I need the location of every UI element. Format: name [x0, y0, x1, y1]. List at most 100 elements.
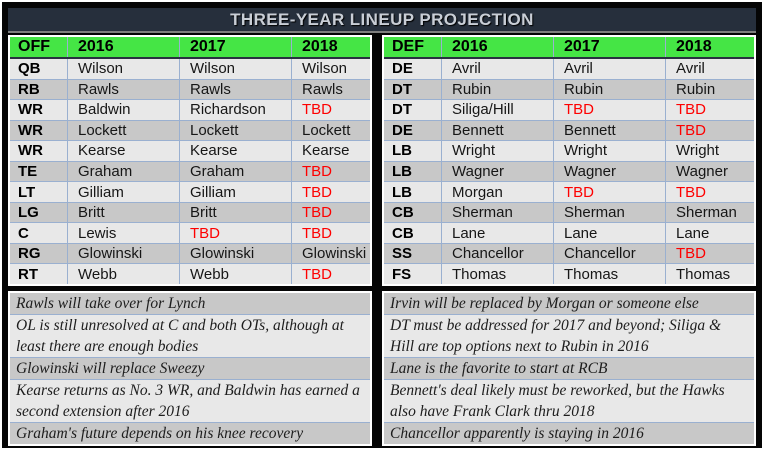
player-cell: TBD	[291, 182, 370, 202]
offense-row-c-8: C Lewis TBD TBD	[10, 222, 370, 243]
player-cell: Wright	[553, 141, 665, 161]
defense-row-ss-9: SS Chancellor Chancellor TBD	[384, 242, 754, 264]
player-cell: Sherman	[553, 202, 665, 223]
player-cell: TBD	[665, 120, 754, 141]
defense-table: DEF 2016 2017 2018 DE Avril Avril Avril DT Rubin…	[382, 35, 756, 286]
defense-note-5: Chancellor apparently is staying in 2016	[384, 422, 754, 444]
player-cell: TBD	[553, 182, 665, 202]
offense-header-off: OFF	[18, 38, 50, 55]
defense-row-dt-1: DT Rubin Rubin Rubin	[384, 78, 754, 100]
defense-row-cb-8: CB Lane Lane Lane	[384, 222, 754, 243]
position-cell: RG	[18, 245, 41, 263]
position-cell: FS	[392, 265, 412, 283]
player-cell: TBD	[665, 243, 754, 264]
defense-row-lb-4: LB Wright Wright Wright	[384, 140, 754, 161]
player-cell: Avril	[553, 59, 665, 79]
offense-header-2017: 2017	[179, 37, 291, 57]
position-cell: LT	[18, 183, 36, 201]
player-cell: TBD	[291, 223, 370, 243]
defense-row-de-0: DE Avril Avril Avril	[384, 59, 754, 79]
player-cell: Sherman	[665, 202, 754, 223]
player-cell: TBD	[291, 161, 370, 182]
player-cell: Glowinski	[179, 243, 291, 264]
position-cell: LB	[392, 163, 412, 180]
player-cell: Lockett	[179, 120, 291, 141]
defense-header-2017: 2017	[553, 37, 665, 57]
player-cell: Lockett	[291, 120, 370, 141]
player-cell: Britt	[179, 202, 291, 223]
player-cell: Wagner	[665, 161, 754, 182]
defense-note-4: Bennett's deal likely must be reworked, …	[384, 379, 754, 422]
position-cell: LG	[18, 204, 39, 222]
offense-row-rb-1: RB Rawls Rawls Rawls	[10, 78, 370, 100]
player-cell: Chancellor	[441, 243, 553, 264]
defense-row-de-3: DE Bennett Bennett TBD	[384, 119, 754, 141]
player-cell: Wilson	[67, 59, 179, 79]
player-cell: Wilson	[291, 59, 370, 79]
player-cell: Avril	[665, 59, 754, 79]
position-cell: TE	[18, 163, 38, 180]
player-cell: Wright	[441, 141, 553, 161]
defense-note-3: Lane is the favorite to start at RCB	[384, 357, 754, 379]
position-cell: WR	[18, 142, 43, 160]
player-cell: Thomas	[665, 264, 754, 284]
defense-row-fs-10: FS Thomas Thomas Thomas	[384, 263, 754, 284]
player-cell: TBD	[179, 223, 291, 243]
player-cell: Gilliam	[67, 182, 179, 202]
position-cell: CB	[392, 204, 414, 222]
defense-row-dt-2: DT Siliga/Hill TBD TBD	[384, 99, 754, 120]
offense-row-wr-4: WR Kearse Kearse Kearse	[10, 140, 370, 161]
page-title: THREE-YEAR LINEUP PROJECTION	[230, 9, 534, 29]
player-cell: Rawls	[291, 79, 370, 100]
player-cell: Morgan	[441, 182, 553, 202]
position-cell: DT	[392, 80, 412, 98]
player-cell: Rubin	[553, 79, 665, 100]
player-cell: Webb	[179, 264, 291, 284]
player-cell: Wright	[665, 141, 754, 161]
player-cell: Rawls	[179, 79, 291, 100]
offense-row-rg-9: RG Glowinski Glowinski Glowinski	[10, 242, 370, 264]
offense-row-lg-7: LG Britt Britt TBD	[10, 201, 370, 223]
player-cell: Rawls	[67, 79, 179, 100]
offense-row-lt-6: LT Gilliam Gilliam TBD	[10, 181, 370, 202]
position-cell: LB	[392, 142, 412, 160]
defense-note-1: Irvin will be replaced by Morgan or some…	[384, 293, 754, 314]
position-cell: WR	[18, 101, 43, 119]
player-cell: Gilliam	[179, 182, 291, 202]
offense-row-wr-3: WR Lockett Lockett Lockett	[10, 119, 370, 141]
title-bar: THREE-YEAR LINEUP PROJECTION	[8, 8, 756, 33]
player-cell: TBD	[291, 100, 370, 120]
position-cell: SS	[392, 245, 413, 263]
player-cell: Siliga/Hill	[441, 100, 553, 120]
offense-note-4: Kearse returns as No. 3 WR, and Baldwin …	[10, 379, 370, 422]
player-cell: Bennett	[441, 120, 553, 141]
player-cell: TBD	[553, 100, 665, 120]
position-cell: LB	[392, 183, 412, 201]
roster-tables-row: OFF 2016 2017 2018 QB Wilson Wilson Wilson RB Ra…	[8, 35, 756, 286]
offense-row-te-5: TE Graham Graham TBD	[10, 160, 370, 182]
player-cell: Rubin	[441, 79, 553, 100]
player-cell: Kearse	[291, 141, 370, 161]
player-cell: Britt	[67, 202, 179, 223]
offense-body: QB Wilson Wilson Wilson RB Rawls Rawls Rawls WR B…	[10, 59, 370, 284]
player-cell: TBD	[665, 100, 754, 120]
player-cell: Webb	[67, 264, 179, 284]
defense-header-def: DEF	[392, 38, 424, 55]
offense-row-rt-10: RT Webb Webb TBD	[10, 263, 370, 284]
defense-row-cb-7: CB Sherman Sherman Sherman	[384, 201, 754, 223]
offense-note-2: OL is still unresolved at C and both OTs…	[10, 314, 370, 357]
position-cell: WR	[18, 121, 43, 139]
offense-header-row: OFF 2016 2017 2018	[10, 37, 370, 59]
player-cell: Kearse	[67, 141, 179, 161]
player-cell: Thomas	[441, 264, 553, 284]
player-cell: Wilson	[179, 59, 291, 79]
position-cell: DT	[392, 101, 412, 119]
defense-header-2016: 2016	[441, 37, 553, 57]
player-cell: Lewis	[67, 223, 179, 243]
player-cell: Bennett	[553, 120, 665, 141]
position-cell: RT	[18, 265, 38, 283]
player-cell: Lockett	[67, 120, 179, 141]
player-cell: Glowinski	[291, 243, 370, 264]
offense-note-3: Glowinski will replace Sweezy	[10, 357, 370, 379]
